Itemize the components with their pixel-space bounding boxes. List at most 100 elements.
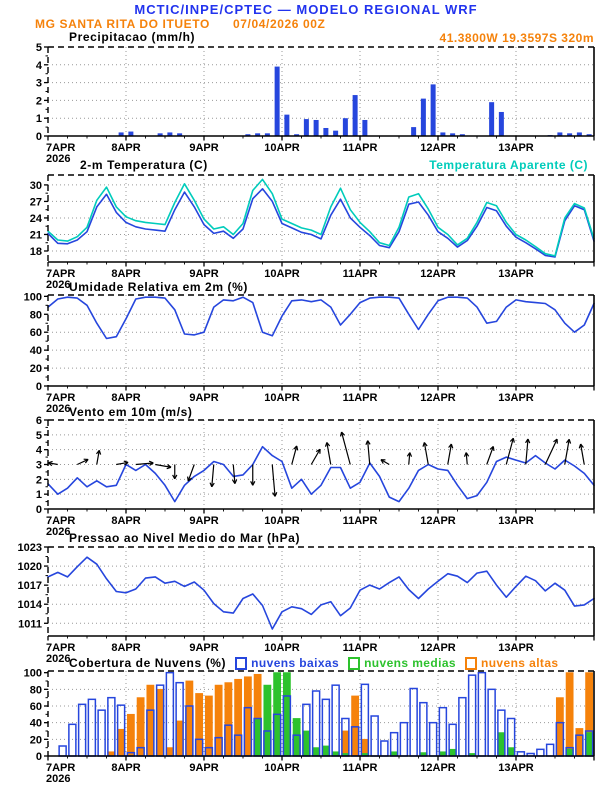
svg-text:18: 18 [30, 246, 42, 258]
svg-text:10APR: 10APR [264, 515, 300, 527]
svg-text:2026: 2026 [46, 526, 70, 537]
clouds-title-row: Cobertura de Nuvens (%) nuvens baixas nu… [69, 656, 558, 670]
svg-text:3: 3 [36, 78, 42, 90]
svg-text:5: 5 [36, 430, 42, 442]
svg-text:0: 0 [36, 504, 42, 516]
temperature-title: 2-m Temperatura (C) [80, 158, 208, 172]
apparent-temperature-label: Temperatura Aparente (C) [429, 158, 588, 172]
svg-text:2026: 2026 [46, 773, 70, 784]
svg-text:12APR: 12APR [420, 515, 456, 527]
svg-text:1011: 1011 [18, 618, 42, 630]
pressure-title: Pressao ao Nivel Medio do Mar (hPa) [69, 531, 301, 545]
svg-text:5: 5 [36, 42, 42, 54]
svg-text:12APR: 12APR [420, 392, 456, 404]
high-clouds-swatch-icon [464, 656, 477, 670]
svg-text:20: 20 [30, 734, 42, 746]
svg-text:1: 1 [36, 113, 42, 125]
svg-text:9APR: 9APR [189, 268, 218, 280]
svg-text:7APR: 7APR [46, 392, 75, 404]
svg-text:80: 80 [30, 684, 42, 696]
svg-text:27: 27 [30, 196, 42, 208]
station-coordinates: 41.3800W 19.3597S 320m [439, 31, 594, 45]
svg-text:2026: 2026 [46, 279, 70, 290]
svg-text:3: 3 [36, 460, 42, 472]
svg-text:0: 0 [36, 131, 42, 143]
svg-text:40: 40 [30, 345, 42, 357]
svg-text:10APR: 10APR [264, 762, 300, 774]
svg-text:13APR: 13APR [498, 392, 534, 404]
legend-high-clouds: nuvens altas [464, 656, 559, 670]
legend-mid-clouds: nuvens medias [348, 656, 456, 670]
svg-text:21: 21 [30, 229, 42, 241]
svg-text:1: 1 [36, 489, 42, 501]
svg-text:1017: 1017 [18, 580, 42, 592]
wind-title: Vento em 10m (m/s) [69, 405, 193, 419]
svg-text:20: 20 [30, 363, 42, 375]
svg-text:2026: 2026 [46, 153, 70, 164]
svg-text:4: 4 [36, 445, 43, 457]
svg-text:2: 2 [36, 95, 42, 107]
svg-text:6: 6 [36, 415, 42, 427]
svg-text:7APR: 7APR [46, 142, 75, 154]
svg-text:30: 30 [30, 180, 42, 192]
svg-text:1020: 1020 [18, 561, 42, 573]
svg-text:11APR: 11APR [343, 642, 378, 654]
svg-text:11APR: 11APR [343, 268, 378, 280]
svg-text:9APR: 9APR [189, 142, 218, 154]
svg-text:8APR: 8APR [111, 268, 140, 280]
svg-text:8APR: 8APR [111, 642, 140, 654]
pressure-chart: 1011 1014 1017 1020 1023 7APR 8APR 9APR 10APR 11A… [18, 542, 595, 664]
svg-text:7APR: 7APR [46, 515, 75, 527]
svg-text:13APR: 13APR [498, 762, 534, 774]
svg-text:60: 60 [30, 701, 42, 713]
svg-text:12APR: 12APR [420, 142, 456, 154]
svg-text:8APR: 8APR [111, 515, 140, 527]
svg-text:10APR: 10APR [264, 268, 300, 280]
svg-text:100: 100 [24, 668, 42, 680]
station-name: MG SANTA RITA DO ITUETO [35, 17, 210, 31]
svg-text:12APR: 12APR [420, 642, 456, 654]
svg-text:2: 2 [36, 474, 42, 486]
svg-text:100: 100 [24, 291, 42, 303]
page-title: MCTIC/INPE/CPTEC — MODELO REGIONAL WRF [134, 2, 478, 17]
svg-text:24: 24 [30, 213, 43, 225]
mid-clouds-swatch-icon [348, 656, 361, 670]
svg-text:4: 4 [36, 60, 43, 72]
svg-text:12APR: 12APR [420, 762, 456, 774]
svg-text:60: 60 [30, 327, 42, 339]
svg-text:7APR: 7APR [46, 268, 75, 280]
run-datetime: 07/04/2026 00Z [233, 17, 326, 31]
svg-text:2026: 2026 [46, 653, 70, 664]
svg-text:11APR: 11APR [343, 762, 378, 774]
svg-text:13APR: 13APR [498, 142, 534, 154]
svg-text:12APR: 12APR [420, 268, 456, 280]
svg-text:10APR: 10APR [264, 642, 300, 654]
svg-text:9APR: 9APR [189, 762, 218, 774]
svg-text:10APR: 10APR [264, 142, 300, 154]
svg-text:13APR: 13APR [498, 515, 534, 527]
precipitation-title: Precipitacao (mm/h) [69, 30, 196, 44]
svg-text:80: 80 [30, 309, 42, 321]
svg-text:13APR: 13APR [498, 268, 534, 280]
svg-text:11APR: 11APR [343, 142, 378, 154]
clouds-title: Cobertura de Nuvens (%) [69, 656, 227, 670]
legend-low-clouds: nuvens baixas [235, 656, 339, 670]
svg-text:11APR: 11APR [343, 515, 378, 527]
svg-text:0: 0 [36, 381, 42, 393]
low-clouds-swatch-icon [235, 656, 248, 670]
svg-text:10APR: 10APR [264, 392, 300, 404]
temperature-chart: 18 21 24 27 30 7APR 8APR 9APR 10APR 11APR 12APR 13A… [30, 174, 595, 290]
humidity-title: Umidade Relativa em 2m (%) [69, 280, 248, 294]
svg-text:7APR: 7APR [46, 642, 75, 654]
svg-text:11APR: 11APR [343, 392, 378, 404]
svg-text:7APR: 7APR [46, 762, 75, 774]
legend-high-clouds-label: nuvens altas [480, 656, 559, 670]
svg-text:9APR: 9APR [189, 392, 218, 404]
legend-low-clouds-label: nuvens baixas [251, 656, 340, 670]
humidity-chart: 0 20 40 60 80 100 7APR 8APR 9APR 10APR 11APR 12APR 1… [24, 291, 595, 414]
svg-text:0: 0 [36, 751, 42, 763]
svg-text:1014: 1014 [18, 599, 43, 611]
cloud-cover-chart: 0 20 40 60 80 100 7APR 8APR 9APR 10APR 11APR 12APR 1… [24, 668, 595, 784]
svg-text:8APR: 8APR [111, 392, 140, 404]
